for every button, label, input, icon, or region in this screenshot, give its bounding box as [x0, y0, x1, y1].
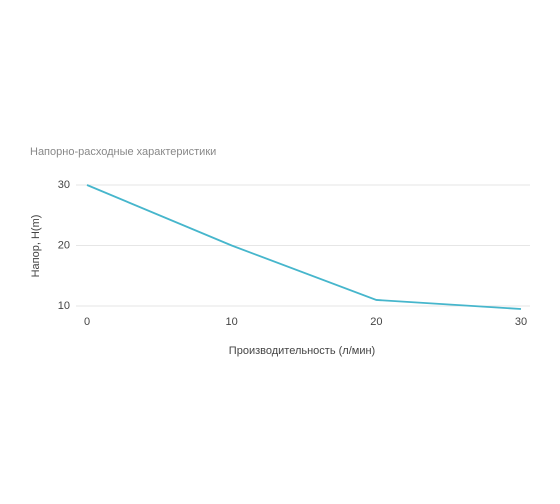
chart-title: Напорно-расходные характеристики	[30, 146, 216, 158]
y-tick-label: 30	[58, 179, 70, 191]
x-tick-label: 30	[515, 316, 527, 328]
x-tick-label: 20	[370, 316, 382, 328]
x-axis-label: Производительность (л/мин)	[229, 345, 375, 357]
y-tick-label: 10	[58, 300, 70, 312]
x-tick-label: 10	[226, 316, 238, 328]
y-axis-label: Напор, H(m)	[30, 215, 42, 278]
data-line	[86, 184, 522, 310]
x-tick-label: 0	[84, 316, 90, 328]
y-tick-label: 20	[58, 239, 70, 251]
